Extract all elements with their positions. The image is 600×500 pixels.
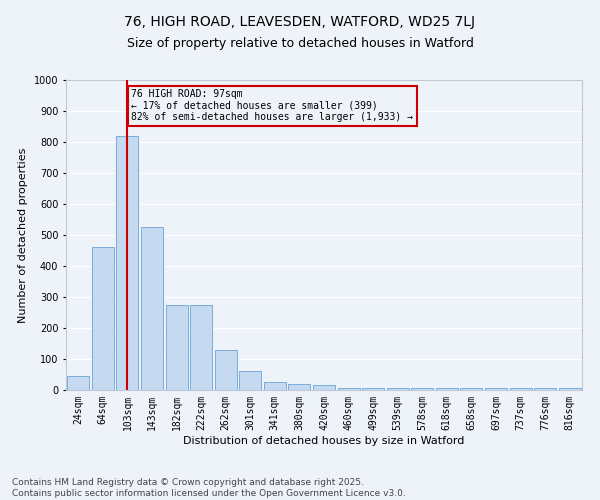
Bar <box>289 384 310 390</box>
Bar <box>67 376 89 390</box>
Bar <box>338 388 359 390</box>
Bar <box>436 388 458 390</box>
X-axis label: Distribution of detached houses by size in Watford: Distribution of detached houses by size … <box>184 436 464 446</box>
Bar <box>313 386 335 390</box>
Bar <box>534 388 556 390</box>
Bar <box>509 388 532 390</box>
Bar <box>215 350 237 390</box>
Text: 76 HIGH ROAD: 97sqm
← 17% of detached houses are smaller (399)
82% of semi-detac: 76 HIGH ROAD: 97sqm ← 17% of detached ho… <box>131 90 413 122</box>
Text: Contains HM Land Registry data © Crown copyright and database right 2025.
Contai: Contains HM Land Registry data © Crown c… <box>12 478 406 498</box>
Bar <box>559 388 581 390</box>
Bar <box>362 388 384 390</box>
Bar <box>190 304 212 390</box>
Bar <box>141 227 163 390</box>
Bar <box>485 388 507 390</box>
Bar <box>264 382 286 390</box>
Bar <box>411 388 433 390</box>
Bar <box>92 248 114 390</box>
Text: 76, HIGH ROAD, LEAVESDEN, WATFORD, WD25 7LJ: 76, HIGH ROAD, LEAVESDEN, WATFORD, WD25 … <box>125 15 476 29</box>
Text: Size of property relative to detached houses in Watford: Size of property relative to detached ho… <box>127 38 473 51</box>
Bar <box>166 304 188 390</box>
Bar <box>239 372 262 390</box>
Bar <box>460 388 482 390</box>
Bar <box>116 136 139 390</box>
Bar <box>386 388 409 390</box>
Y-axis label: Number of detached properties: Number of detached properties <box>19 148 28 322</box>
